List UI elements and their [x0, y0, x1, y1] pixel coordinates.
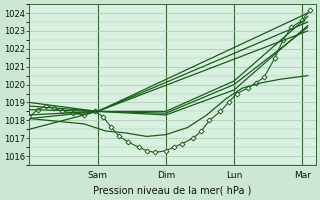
Text: Dim: Dim: [157, 171, 175, 180]
Text: Sam: Sam: [88, 171, 108, 180]
Text: Mar: Mar: [294, 171, 311, 180]
Text: Lun: Lun: [226, 171, 242, 180]
X-axis label: Pression niveau de la mer( hPa ): Pression niveau de la mer( hPa ): [93, 186, 252, 196]
